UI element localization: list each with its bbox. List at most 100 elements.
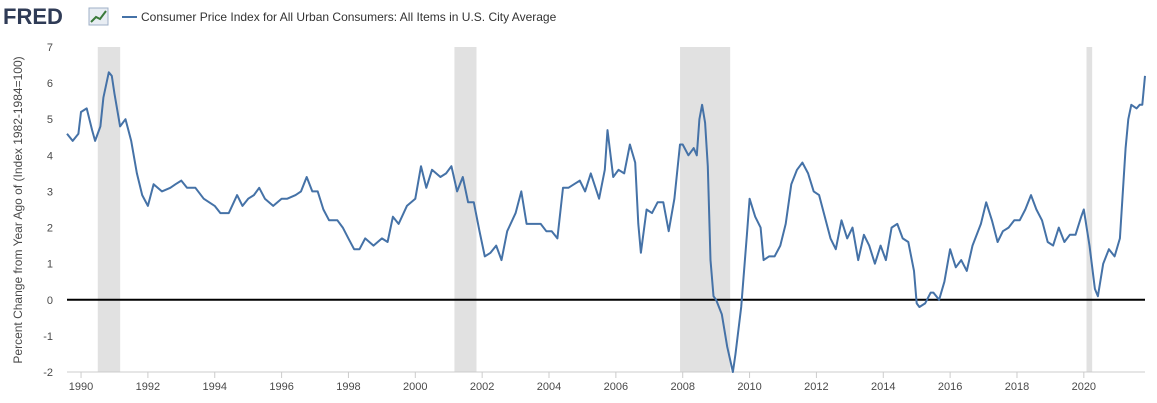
data-point bbox=[1047, 241, 1049, 243]
data-point bbox=[1130, 104, 1132, 106]
data-point bbox=[955, 266, 957, 268]
y-tick-label: -1 bbox=[43, 331, 53, 343]
data-point bbox=[506, 230, 508, 232]
data-point bbox=[918, 306, 920, 308]
data-point bbox=[657, 201, 659, 203]
data-point bbox=[891, 227, 893, 229]
data-point bbox=[551, 230, 553, 232]
data-point bbox=[281, 198, 283, 200]
data-point bbox=[111, 75, 113, 77]
data-point bbox=[907, 241, 909, 243]
data-point bbox=[721, 313, 723, 315]
data-point bbox=[707, 165, 709, 167]
data-point bbox=[353, 248, 355, 250]
data-point bbox=[286, 198, 288, 200]
data-point bbox=[247, 198, 249, 200]
data-point bbox=[272, 205, 274, 207]
data-point bbox=[258, 187, 260, 189]
data-point bbox=[916, 302, 918, 304]
data-point bbox=[456, 190, 458, 192]
data-point bbox=[328, 219, 330, 221]
data-point bbox=[414, 198, 416, 200]
data-point bbox=[153, 183, 155, 185]
data-point bbox=[1089, 245, 1091, 247]
data-point bbox=[119, 125, 121, 127]
x-tick-label: 1992 bbox=[136, 381, 160, 393]
data-point bbox=[495, 245, 497, 247]
legend: Consumer Price Index for All Urban Consu… bbox=[122, 10, 557, 24]
data-point bbox=[813, 190, 815, 192]
data-point bbox=[763, 259, 765, 261]
data-point bbox=[896, 223, 898, 225]
data-point bbox=[186, 187, 188, 189]
y-axis-label: Percent Change from Year Ago of (Index 1… bbox=[11, 56, 25, 363]
data-point bbox=[687, 154, 689, 156]
data-point bbox=[840, 219, 842, 221]
data-point bbox=[807, 172, 809, 174]
data-point bbox=[735, 353, 737, 355]
data-point bbox=[902, 237, 904, 239]
data-point bbox=[726, 346, 728, 348]
data-point bbox=[1114, 255, 1116, 257]
legend-series-label: Consumer Price Index for All Urban Consu… bbox=[141, 10, 557, 24]
recession-band bbox=[1086, 47, 1093, 372]
data-point bbox=[960, 259, 962, 261]
data-point bbox=[662, 201, 664, 203]
series-line[interactable] bbox=[66, 71, 1146, 373]
data-point bbox=[715, 299, 717, 301]
data-point bbox=[693, 147, 695, 149]
data-point bbox=[1141, 104, 1143, 106]
data-point bbox=[540, 223, 542, 225]
x-tick-label: 2004 bbox=[537, 381, 561, 393]
axes: -2 -1 0 1 2 3 4 5 6 7 1990 1992 1994 1996 1998 2000 2002… bbox=[43, 42, 1145, 393]
data-point bbox=[102, 97, 104, 99]
data-point bbox=[857, 259, 859, 261]
data-point bbox=[924, 302, 926, 304]
data-point bbox=[347, 237, 349, 239]
y-tick-label: -2 bbox=[43, 367, 53, 379]
data-point bbox=[801, 162, 803, 164]
data-point bbox=[634, 162, 636, 164]
data-point bbox=[754, 216, 756, 218]
data-point bbox=[880, 245, 882, 247]
data-point bbox=[1030, 194, 1032, 196]
data-point bbox=[431, 169, 433, 171]
data-point bbox=[141, 194, 143, 196]
data-point bbox=[169, 187, 171, 189]
data-point bbox=[484, 255, 486, 257]
data-point bbox=[768, 255, 770, 257]
data-point bbox=[94, 140, 96, 142]
data-point bbox=[1035, 209, 1037, 211]
data-point bbox=[943, 281, 945, 283]
data-point bbox=[868, 245, 870, 247]
data-point bbox=[640, 252, 642, 254]
data-point bbox=[439, 176, 441, 178]
y-tick-label: 4 bbox=[47, 150, 53, 162]
data-point bbox=[562, 187, 564, 189]
data-point bbox=[573, 183, 575, 185]
data-point bbox=[99, 125, 101, 127]
data-point bbox=[913, 270, 915, 272]
data-point bbox=[704, 122, 706, 124]
data-point bbox=[1058, 227, 1060, 229]
data-point bbox=[180, 180, 182, 182]
x-tick-label: 1990 bbox=[69, 381, 93, 393]
data-point bbox=[80, 111, 82, 113]
y-tick-label: 5 bbox=[47, 114, 53, 126]
fred-logo[interactable]: FRED bbox=[3, 4, 109, 29]
data-point bbox=[387, 241, 389, 243]
data-point bbox=[682, 144, 684, 146]
data-point bbox=[420, 165, 422, 167]
data-point bbox=[949, 248, 951, 250]
x-tick-label: 2014 bbox=[871, 381, 895, 393]
data-point bbox=[473, 201, 475, 203]
data-point bbox=[874, 263, 876, 265]
data-point bbox=[1074, 234, 1076, 236]
data-point bbox=[373, 245, 375, 247]
data-point bbox=[629, 144, 631, 146]
data-point bbox=[1144, 75, 1146, 77]
data-point bbox=[556, 237, 558, 239]
data-point bbox=[77, 133, 79, 135]
data-point bbox=[406, 205, 408, 207]
data-point bbox=[1008, 227, 1010, 229]
